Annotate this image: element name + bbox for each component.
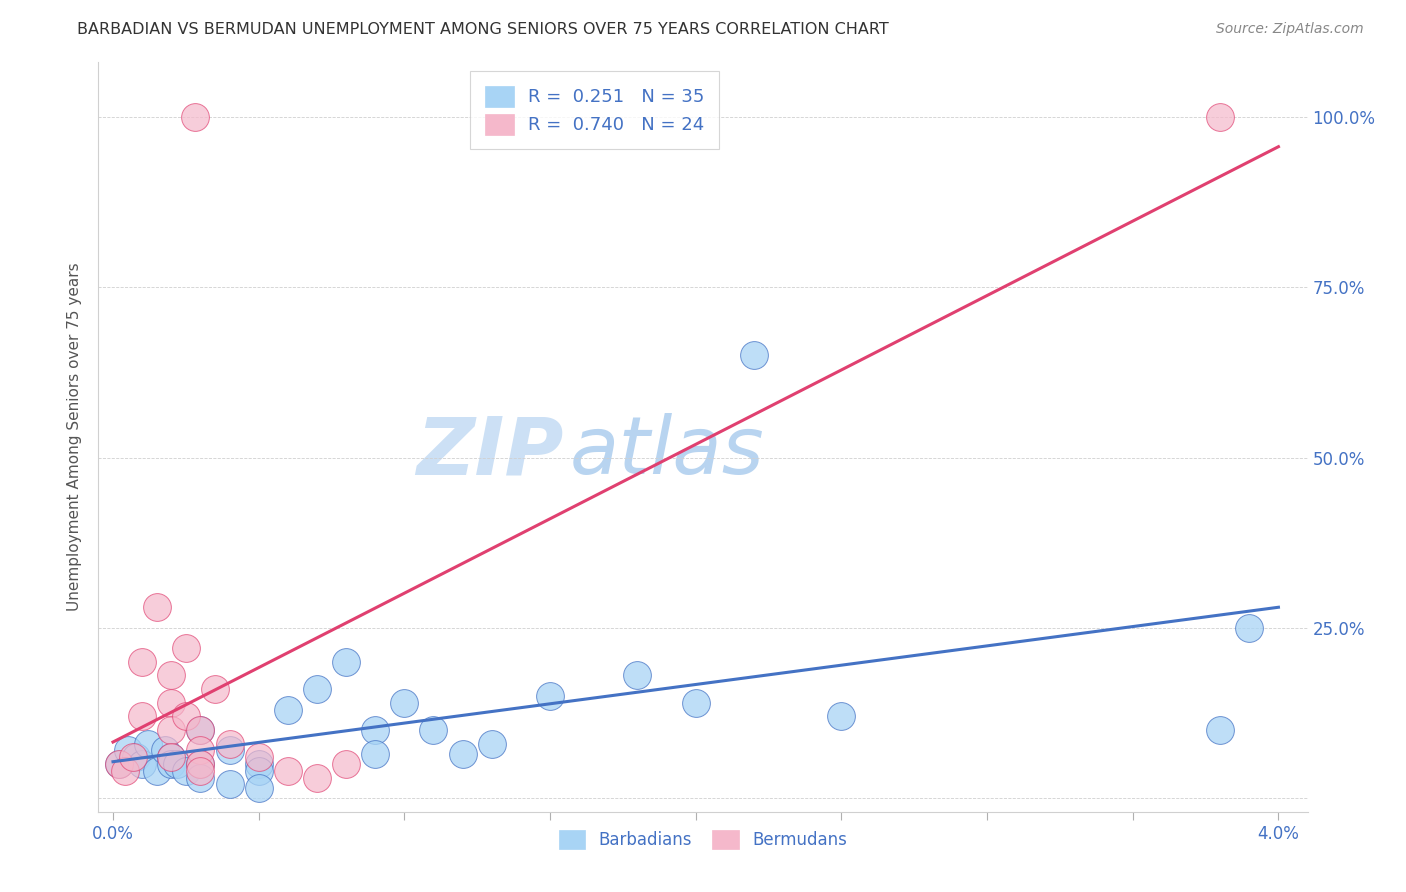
Point	[830, 709, 852, 723]
Point	[183, 110, 205, 124]
Point	[218, 743, 240, 757]
Point	[335, 655, 357, 669]
Point	[190, 757, 212, 772]
Point	[364, 747, 387, 761]
Point	[117, 743, 139, 757]
Point	[114, 764, 136, 778]
Point	[481, 737, 503, 751]
Point	[125, 750, 148, 764]
Point	[204, 682, 226, 697]
Text: BARBADIAN VS BERMUDAN UNEMPLOYMENT AMONG SENIORS OVER 75 YEARS CORRELATION CHART: BARBADIAN VS BERMUDAN UNEMPLOYMENT AMONG…	[77, 22, 889, 37]
Legend: Barbadians, Bermudans: Barbadians, Bermudans	[553, 823, 853, 855]
Point	[190, 743, 212, 757]
Point	[451, 747, 474, 761]
Point	[277, 764, 299, 778]
Point	[1209, 110, 1232, 124]
Text: Source: ZipAtlas.com: Source: ZipAtlas.com	[1216, 22, 1364, 37]
Point	[160, 723, 183, 737]
Point	[305, 771, 328, 785]
Point	[136, 737, 159, 751]
Point	[160, 750, 183, 764]
Point	[190, 771, 212, 785]
Point	[1209, 723, 1232, 737]
Point	[174, 709, 197, 723]
Point	[190, 723, 212, 737]
Point	[160, 668, 183, 682]
Point	[155, 743, 177, 757]
Point	[190, 764, 212, 778]
Point	[742, 348, 765, 362]
Point	[247, 780, 270, 795]
Point	[174, 764, 197, 778]
Point	[108, 757, 131, 772]
Point	[277, 702, 299, 716]
Point	[422, 723, 444, 737]
Point	[190, 723, 212, 737]
Point	[166, 757, 188, 772]
Point	[145, 764, 167, 778]
Point	[160, 750, 183, 764]
Point	[160, 757, 183, 772]
Point	[538, 689, 561, 703]
Point	[394, 696, 416, 710]
Point	[364, 723, 387, 737]
Point	[247, 764, 270, 778]
Point	[145, 600, 167, 615]
Text: ZIP: ZIP	[416, 413, 564, 491]
Point	[247, 750, 270, 764]
Point	[190, 757, 212, 772]
Point	[131, 655, 153, 669]
Point	[160, 696, 183, 710]
Point	[1239, 621, 1261, 635]
Point	[626, 668, 648, 682]
Point	[335, 757, 357, 772]
Point	[247, 757, 270, 772]
Y-axis label: Unemployment Among Seniors over 75 years: Unemployment Among Seniors over 75 years	[67, 263, 83, 611]
Point	[131, 709, 153, 723]
Text: atlas: atlas	[569, 413, 765, 491]
Point	[685, 696, 707, 710]
Point	[122, 750, 145, 764]
Point	[108, 757, 131, 772]
Point	[218, 777, 240, 791]
Point	[305, 682, 328, 697]
Point	[218, 737, 240, 751]
Point	[131, 757, 153, 772]
Point	[174, 641, 197, 656]
